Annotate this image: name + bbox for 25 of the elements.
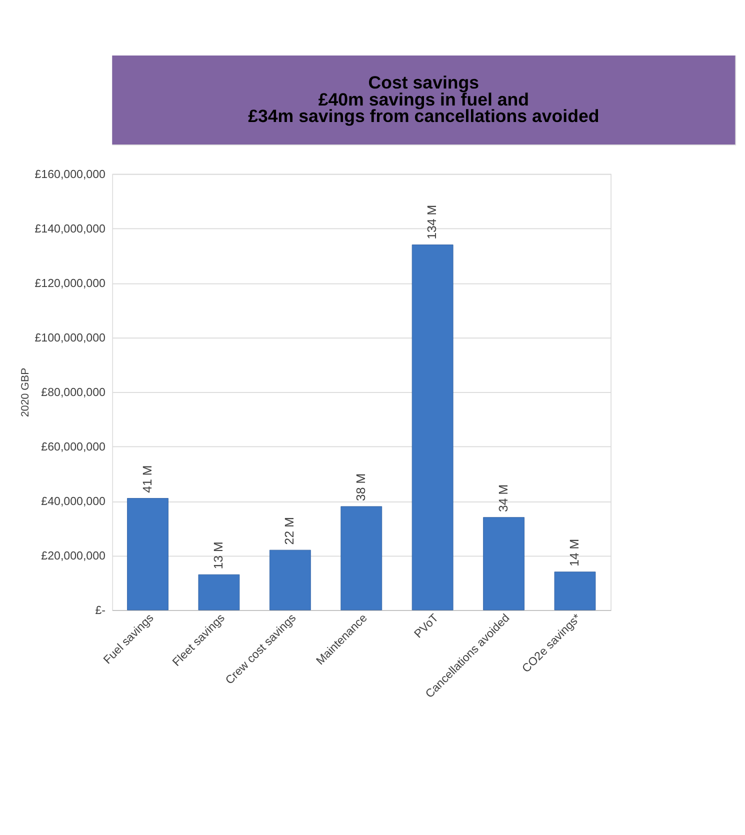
y-tick-label: £100,000,000 [34,332,106,344]
data-label: 134 M [425,204,440,240]
y-tick-label: £140,000,000 [34,223,106,236]
data-label: 14 M [568,538,582,567]
bar [483,517,524,610]
y-tick-label: £160,000,000 [34,168,106,181]
data-label: 38 M [354,473,368,502]
data-label: 34 M [496,484,510,512]
bar [340,506,382,610]
bar [412,244,454,610]
bar [554,572,596,610]
y-tick-label: £- [95,605,106,618]
bar [269,550,311,610]
bar [198,574,240,610]
y-tick-label: £120,000,000 [34,278,106,290]
y-tick-label: £20,000,000 [41,550,106,563]
y-tick-label: £40,000,000 [41,496,106,508]
y-axis-title: 2020 GBP [19,368,32,418]
data-label: 22 M [282,517,297,545]
y-tick-label: £80,000,000 [41,386,106,399]
bar [127,498,168,610]
data-label: 13 M [212,542,226,570]
data-label: 41 M [140,465,154,493]
y-tick-label: £60,000,000 [41,441,106,454]
chart-title: Cost savings £40m savings in fuel and £34m savings from cancellations avoided [248,72,600,126]
